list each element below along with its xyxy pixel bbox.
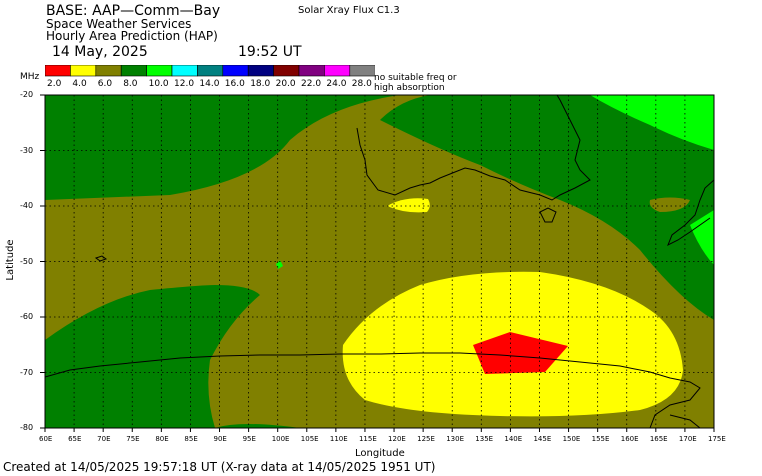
legend-unit: MHz <box>20 72 40 82</box>
coastline-island-west <box>94 255 108 262</box>
lon-tick-label: 70E <box>97 435 111 443</box>
lon-tick-label: 60E <box>39 435 53 443</box>
lon-tick-label: 90E <box>213 435 227 443</box>
lat-tick-label: -70 <box>20 367 34 377</box>
base-title: BASE: AAP—Comm—Bay <box>46 3 221 19</box>
legend-swatch <box>349 65 375 77</box>
coastline-antarctica-east <box>669 414 701 428</box>
forecast-date: 14 May, 2025 <box>52 44 148 60</box>
region-green-8mhz-north <box>45 95 400 200</box>
legend-value: 18.0 <box>250 79 271 89</box>
x-axis-label: Longitude <box>355 448 405 459</box>
region-green-8mhz-south <box>215 424 300 428</box>
region-lime-10mhz-e <box>690 210 714 265</box>
lon-tick-label: 155E <box>591 435 610 443</box>
lon-tick-label: 175E <box>708 435 726 443</box>
region-green-8mhz-east <box>380 95 714 320</box>
legend-value: 4.0 <box>72 79 87 89</box>
region-green-8mhz-sw <box>45 285 260 428</box>
forecast-time: 19:52 UT <box>238 44 302 60</box>
region-yellow-4mhz-small <box>387 198 430 213</box>
legend-note-line1: no suitable freq or <box>374 73 457 83</box>
product-name: Hourly Area Prediction (HAP) <box>46 29 218 43</box>
lon-tick-label: 150E <box>562 435 581 443</box>
lon-tick-label: 115E <box>358 435 377 443</box>
lon-tick-label: 105E <box>300 435 319 443</box>
y-axis-label: Latitude <box>5 239 16 281</box>
lon-tick-label: 140E <box>504 435 523 443</box>
lon-tick-label: 165E <box>649 435 668 443</box>
lon-tick-label: 65E <box>68 435 82 443</box>
lon-tick-label: 125E <box>417 435 435 443</box>
legend-value: 8.0 <box>123 79 138 89</box>
legend-note-line2: high absorption <box>374 83 445 93</box>
lon-tick-label: 75E <box>126 435 140 443</box>
lon-tick-label: 130E <box>446 435 464 443</box>
solar-flux-label: Solar Xray Flux C1.3 <box>298 5 400 16</box>
lon-tick-label: 160E <box>620 435 639 443</box>
legend-value: 10.0 <box>148 79 169 89</box>
region-lime-10mhz-ne <box>590 95 714 150</box>
legend-value: 16.0 <box>224 79 245 89</box>
legend-value: 22.0 <box>301 79 322 89</box>
legend-value: 14.0 <box>199 79 220 89</box>
legend-value: 2.0 <box>47 79 62 89</box>
lat-tick-label: -60 <box>20 312 34 321</box>
lon-tick-label: 100E <box>271 435 290 443</box>
lat-tick-label: -50 <box>20 256 34 266</box>
lon-tick-label: 110E <box>329 435 348 443</box>
region-red-2mhz <box>473 332 568 374</box>
coastline-australia <box>356 95 591 201</box>
lat-tick-label: -40 <box>20 201 34 210</box>
legend-value: 24.0 <box>326 79 347 89</box>
lon-tick-label: 170E <box>678 435 697 443</box>
region-olive-east-spot <box>649 197 690 212</box>
footer-created: Created at 14/05/2025 19:57:18 UT (X-ray… <box>3 460 436 474</box>
legend-value: 28.0 <box>351 79 372 89</box>
legend-value: 12.0 <box>174 79 195 89</box>
lat-tick-label: -30 <box>20 145 34 155</box>
lat-tick-label: -20 <box>20 90 34 99</box>
lon-tick-label: 85E <box>184 435 198 443</box>
lon-tick-label: 135E <box>475 435 494 443</box>
lon-tick-label: 95E <box>242 435 256 443</box>
coastline-tasmania <box>539 207 557 223</box>
service-name: Space Weather Services <box>46 17 192 31</box>
frequency-legend <box>45 65 375 77</box>
lon-tick-label: 145E <box>533 435 552 443</box>
coastline-antarctica <box>45 352 701 428</box>
legend-value: 20.0 <box>275 79 296 89</box>
coastline-new-zealand <box>667 179 714 247</box>
axis-ticks <box>40 94 715 432</box>
lat-tick-label: -80 <box>20 423 34 432</box>
legend-value: 6.0 <box>97 79 113 89</box>
region-olive-pocket <box>370 125 680 300</box>
lon-tick-label: 80E <box>155 435 169 443</box>
lon-tick-label: 120E <box>388 435 406 443</box>
